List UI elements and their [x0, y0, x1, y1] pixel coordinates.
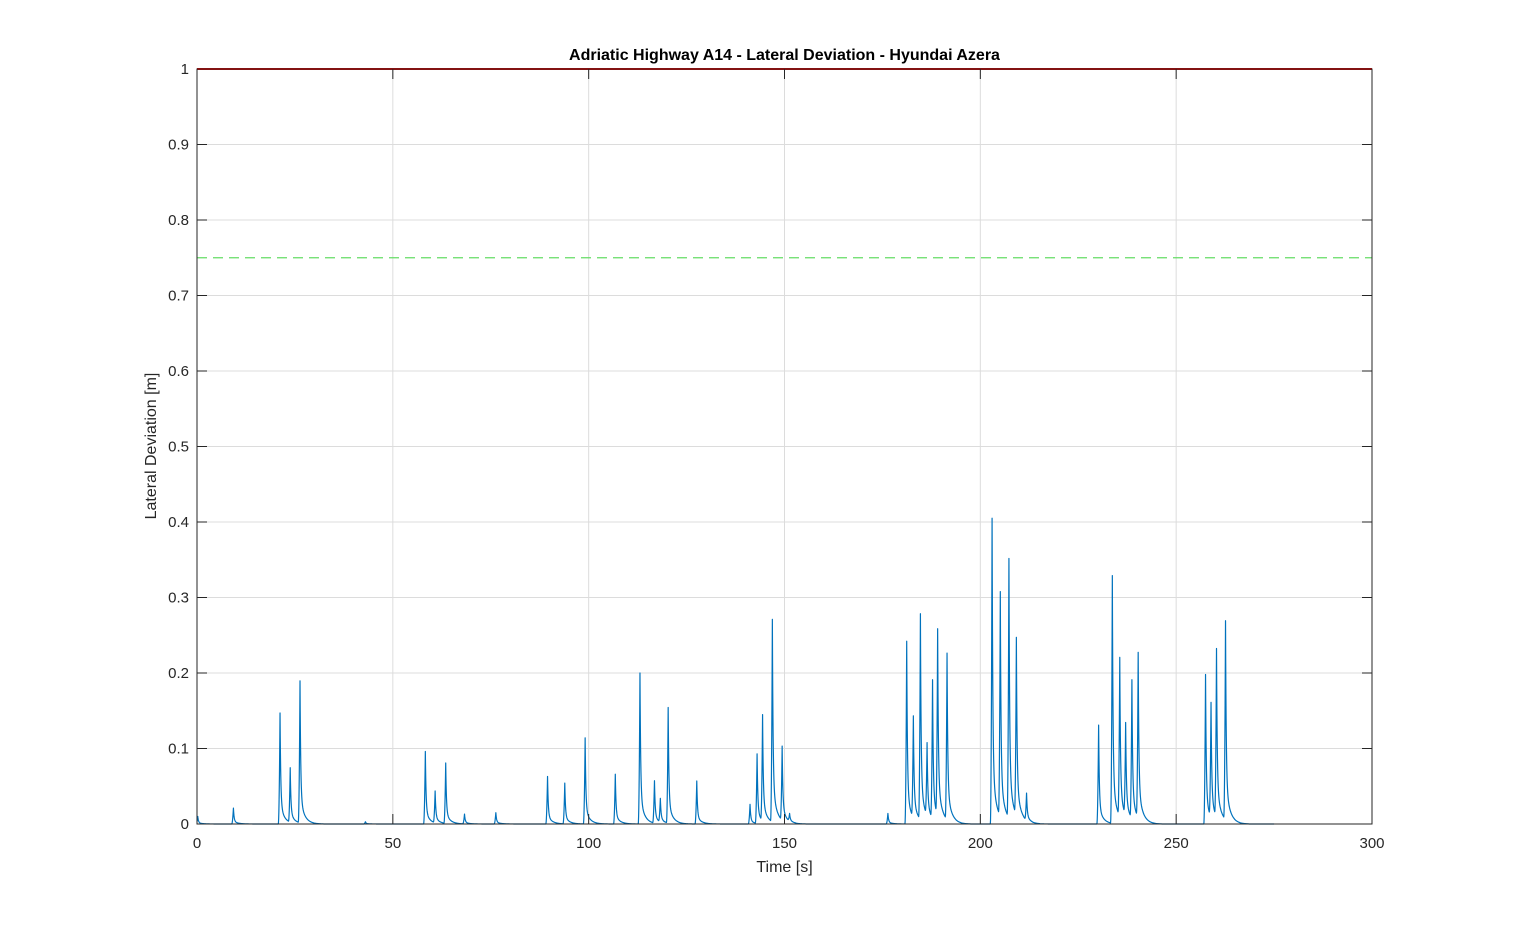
chart-title: Adriatic Highway A14 - Lateral Deviation… [569, 47, 1000, 64]
x-tick-label: 200 [968, 835, 993, 852]
x-tick-label: 100 [576, 835, 601, 852]
y-tick-label: 0.7 [168, 288, 189, 305]
x-tick-label: 150 [772, 835, 797, 852]
y-tick-label: 0.8 [168, 212, 189, 229]
y-tick-label: 0.3 [168, 590, 189, 607]
y-tick-label: 0.4 [168, 514, 189, 531]
y-axis-label: Lateral Deviation [m] [143, 373, 160, 520]
y-tick-label: 0.9 [168, 137, 189, 154]
x-tick-label: 0 [193, 835, 201, 852]
x-tick-label: 50 [384, 835, 401, 852]
y-tick-label: 0.5 [168, 439, 189, 456]
x-axis-ticks: 0 50 100 150 200 250 300 [193, 69, 1385, 852]
x-tick-label: 300 [1359, 835, 1384, 852]
y-tick-label: 1 [181, 61, 189, 78]
x-axis-label: Time [s] [756, 859, 812, 876]
y-axis-ticks: 0 0.1 0.2 0.3 0.4 0.5 0.6 0.7 0.8 0.9 1 [168, 61, 1372, 833]
x-tick-label: 250 [1164, 835, 1189, 852]
y-tick-label: 0 [181, 816, 189, 833]
y-tick-label: 0.6 [168, 363, 189, 380]
y-tick-label: 0.2 [168, 665, 189, 682]
y-tick-label: 0.1 [168, 741, 189, 758]
